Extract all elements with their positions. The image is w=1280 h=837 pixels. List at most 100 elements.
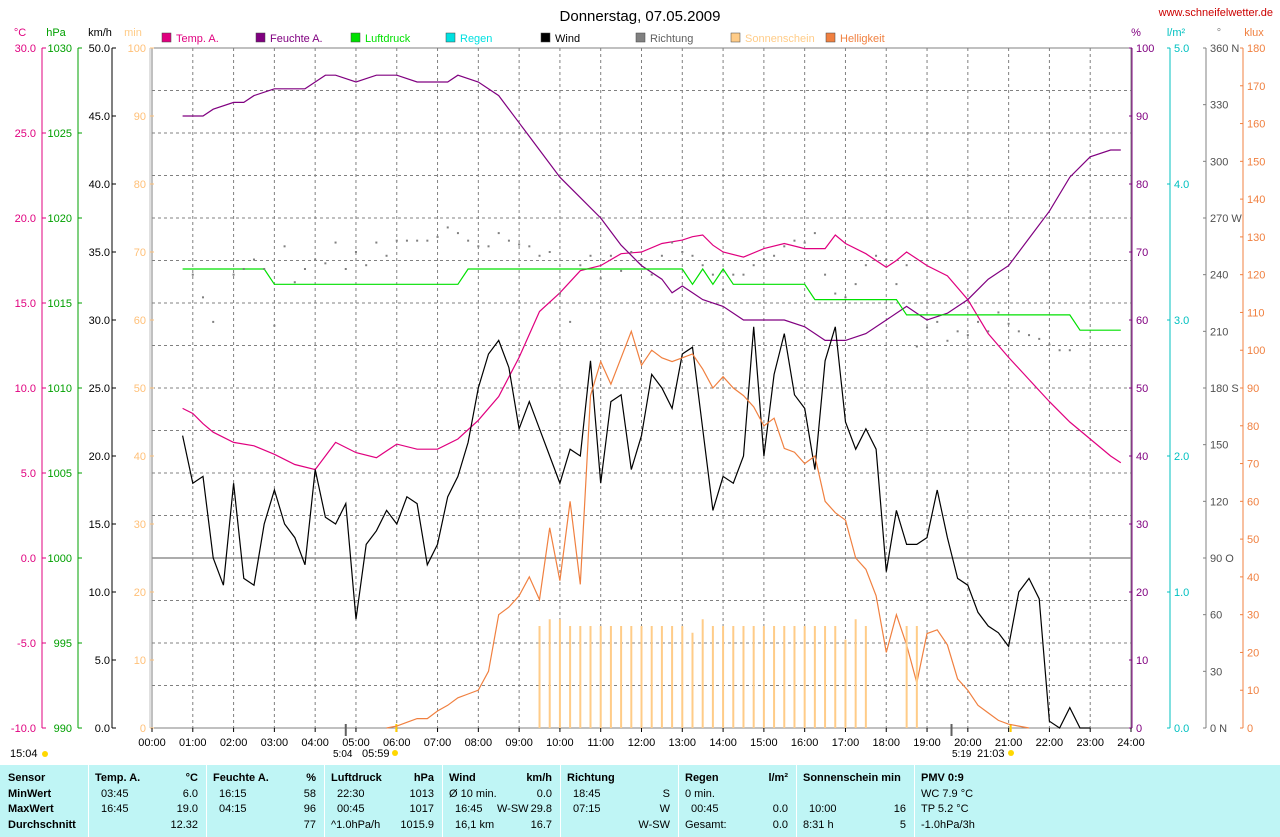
axis-pressure: 1030 1025 1020 1015 1010 1005 1000 995 990 <box>48 43 82 735</box>
axis-tick-label: 300 <box>1210 156 1228 168</box>
axis-tick-label: 150 <box>1210 440 1228 452</box>
axis-tick-label: 20 <box>1136 587 1148 599</box>
direction-point <box>252 258 255 261</box>
direction-point <box>711 273 714 276</box>
axis-tick-label: 70 <box>1136 247 1148 259</box>
x-axis: 00:00 01:00 02:00 03:00 04:00 05:00 06:00 07:00… <box>138 728 1145 749</box>
direction-max: W <box>659 803 670 815</box>
wind-min: 0.0 <box>536 788 552 800</box>
direction-point <box>579 264 582 267</box>
row-label-min: MinWert <box>8 788 52 800</box>
pmv-trend: -1.0hPa/3h <box>921 819 975 831</box>
direction-point <box>232 273 235 276</box>
axis-tick-label: 1010 <box>48 383 72 395</box>
axis-tick-label: 2.0 <box>1174 451 1189 463</box>
direction-point <box>752 264 755 267</box>
axis-tick-label: -10.0 <box>11 723 36 735</box>
axis-unit-humidity: % <box>1131 27 1141 39</box>
pressure-avg: 1015.9 <box>400 819 434 831</box>
direction-point <box>864 264 867 267</box>
series-sonnenschein <box>538 619 918 728</box>
x-tick-label: 01:00 <box>179 737 207 749</box>
rain-max: 0.0 <box>772 803 788 815</box>
direction-point <box>395 239 398 242</box>
sun-avg: 5 <box>899 819 906 831</box>
pmv-dewpoint: TP 5.2 °C <box>921 803 969 815</box>
x-tick-label: 21:00 <box>995 737 1023 749</box>
direction-point <box>793 239 796 242</box>
direction-point <box>946 339 949 342</box>
direction-point <box>1038 337 1041 340</box>
axis-tick-label: -5.0 <box>17 638 36 650</box>
axis-tick-label: 15.0 <box>15 298 36 310</box>
axis-tick-label: 10 <box>134 655 146 667</box>
direction-point <box>507 239 510 242</box>
axis-unit-direction: ° <box>1217 27 1221 39</box>
direction-point <box>773 254 776 257</box>
axis-tick-label: 30.0 <box>15 43 36 55</box>
axis-tick-label: 50 <box>134 383 146 395</box>
axis-tick-label: 15.0 <box>89 519 110 531</box>
rain-total-label: Gesamt: <box>685 819 727 831</box>
wind-min-label: Ø 10 min. <box>449 788 497 800</box>
axis-tick-label: 60 <box>1210 610 1222 622</box>
direction-point <box>436 235 439 238</box>
sun-header: Sonnenschein min <box>803 772 901 784</box>
legend-label: Helligkeit <box>840 33 885 45</box>
humidity-max-time: 04:15 <box>219 803 247 815</box>
axis-tick-label: 25.0 <box>15 128 36 140</box>
direction-point <box>997 311 1000 314</box>
axis-direction: 360 N 330 300 270 W 240 210 180 S 150 120 90 O 60 3… <box>1203 43 1242 735</box>
direction-point <box>1048 343 1051 346</box>
direction-point <box>854 283 857 286</box>
stats-col-sun: Sonnenschein min 10:00 16 8:31 h 5 <box>796 765 914 837</box>
direction-point <box>681 251 684 253</box>
axis-tick-label: 10.0 <box>15 383 36 395</box>
x-tick-label: 08:00 <box>465 737 493 749</box>
legend-label: Feuchte A. <box>270 33 323 45</box>
pressure-min-time: 22:30 <box>337 788 365 800</box>
direction-point <box>803 241 806 244</box>
axis-tick-label: 80 <box>1247 421 1259 433</box>
axis-tick-label: 140 <box>1247 194 1265 206</box>
stats-col-direction: Richtung 18:45 S 07:15 W W-SW <box>560 765 678 837</box>
direction-point <box>650 273 653 276</box>
row-label-avg: Durchschnitt <box>8 819 76 831</box>
chart-title: Donnerstag, 07.05.2009 <box>560 8 721 25</box>
axis-unit-temp: °C <box>14 27 26 39</box>
direction-point <box>283 245 286 248</box>
legend-swatch <box>540 32 551 43</box>
legend-swatch <box>825 32 836 43</box>
series-richtung <box>191 226 1071 352</box>
direction-point <box>375 241 378 244</box>
axis-tick-label: 70 <box>134 247 146 259</box>
axis-unit-rain: l/m² <box>1167 27 1186 39</box>
direction-point <box>1017 330 1020 333</box>
direction-point <box>762 258 765 261</box>
series-luftdruck <box>182 267 1121 331</box>
direction-point <box>1028 334 1031 337</box>
direction-point <box>620 269 623 272</box>
stats-col-wind: Wind km/h Ø 10 min. 0.0 16:45 W-SW 29.8 … <box>442 765 560 837</box>
x-tick-label: 20:00 <box>954 737 982 749</box>
axis-unit-sun: min <box>124 27 142 39</box>
time-label: 15:04 <box>10 748 38 760</box>
direction-point <box>875 254 878 257</box>
x-tick-label: 11:00 <box>587 737 614 749</box>
direction-point <box>895 283 898 286</box>
pmv-windchill: WC 7.9 °C <box>921 788 974 800</box>
axis-tick-label: 5.0 <box>95 655 110 667</box>
axis-tick-label: 0.0 <box>21 553 36 565</box>
axis-tick-label: 330 <box>1210 100 1228 112</box>
direction-point <box>834 292 837 295</box>
direction-point <box>467 239 470 242</box>
axis-tick-label: 30 <box>1210 666 1222 678</box>
axis-tick-label: 50 <box>1247 534 1259 546</box>
direction-max-time: 07:15 <box>573 803 601 815</box>
pressure-max: 1017 <box>409 803 434 815</box>
sun-max-time: 10:00 <box>809 803 837 815</box>
axis-tick-label: 60 <box>1247 496 1259 508</box>
x-tick-label: 19:00 <box>913 737 941 749</box>
axis-tick-label: 10 <box>1247 685 1259 697</box>
